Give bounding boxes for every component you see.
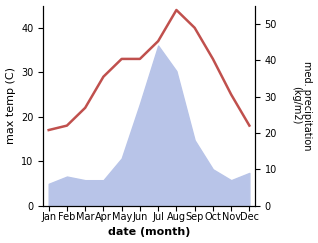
Y-axis label: med. precipitation
(kg/m2): med. precipitation (kg/m2) [291, 61, 313, 150]
X-axis label: date (month): date (month) [108, 227, 190, 237]
Y-axis label: max temp (C): max temp (C) [5, 67, 16, 144]
